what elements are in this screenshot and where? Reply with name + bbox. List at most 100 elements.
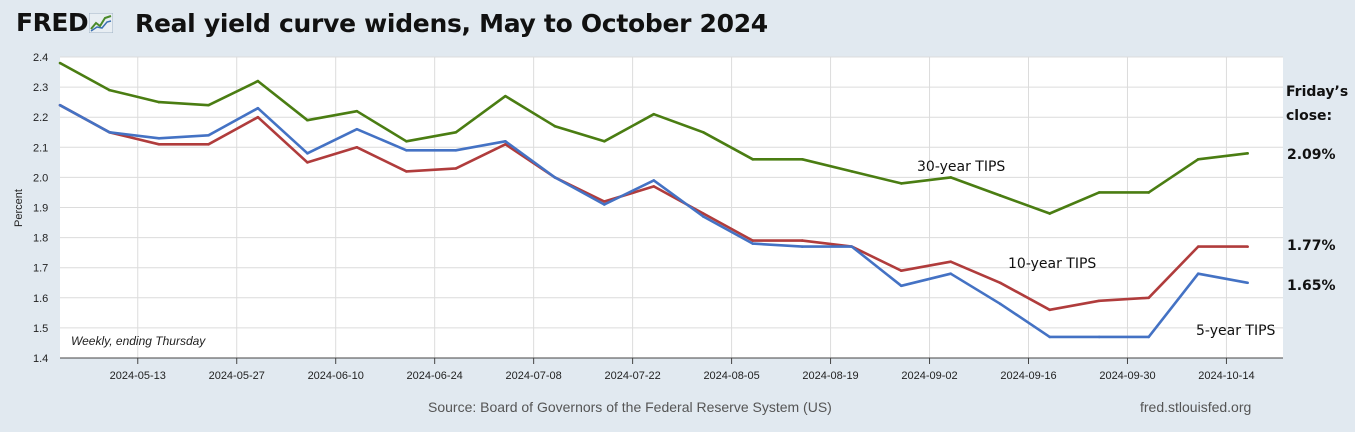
y-tick-label-2: 1.6	[33, 293, 48, 305]
fred-url-link[interactable]: fred.stlouisfed.org	[1140, 399, 1252, 415]
point-thirty-2	[157, 100, 161, 104]
point-thirty-15	[800, 158, 804, 161]
point-five-9	[504, 139, 507, 143]
close-heading-line1: Friday’s	[1286, 84, 1348, 100]
point-thirty-11	[603, 139, 606, 143]
source-note: Source: Board of Governors of the Federa…	[428, 399, 832, 415]
point-thirty-14	[751, 158, 755, 161]
y-tick-label-6: 2.0	[33, 172, 48, 184]
point-ten-20	[1048, 308, 1052, 312]
point-ten-4	[256, 115, 260, 119]
point-thirty-8	[454, 130, 458, 134]
point-ten-3	[207, 142, 210, 146]
point-five-1	[108, 130, 111, 134]
point-five-10	[553, 176, 557, 179]
point-thirty-21	[1097, 191, 1101, 194]
x-tick-label-0: 2024-05-13	[110, 370, 166, 382]
point-ten-2	[157, 142, 161, 146]
x-tick-label-6: 2024-08-05	[703, 370, 759, 382]
close-heading-line2: close:	[1286, 108, 1332, 124]
x-tick-label-2: 2024-06-10	[308, 370, 364, 382]
point-ten-19	[998, 281, 1002, 285]
x-tick-label-7: 2024-08-19	[802, 370, 858, 382]
fred-logo-text: FRED	[16, 8, 89, 37]
point-five-23	[1196, 272, 1200, 276]
point-thirty-19	[998, 194, 1002, 197]
point-thirty-0	[58, 61, 62, 65]
frequency-note: Weekly, ending Thursday	[71, 334, 206, 348]
point-ten-22	[1147, 296, 1150, 300]
point-five-11	[603, 203, 606, 206]
point-five-4	[256, 106, 260, 110]
point-five-18	[949, 272, 953, 276]
point-ten-7	[405, 170, 408, 173]
point-ten-9	[504, 142, 507, 146]
fred-graph-icon	[89, 12, 114, 33]
x-tick-label-4: 2024-07-08	[506, 370, 562, 382]
point-ten-11	[603, 200, 606, 203]
y-tick-label-5: 1.9	[33, 203, 48, 215]
point-five-7	[405, 149, 408, 152]
point-five-20	[1048, 335, 1052, 339]
y-tick-label-8: 2.2	[33, 112, 48, 124]
point-five-17	[899, 284, 903, 288]
point-thirty-13	[702, 130, 705, 134]
point-five-13	[702, 215, 705, 218]
point-ten-6	[355, 146, 359, 149]
x-tick-label-11: 2024-10-14	[1198, 370, 1254, 382]
x-tick-label-8: 2024-09-02	[901, 370, 957, 382]
point-thirty-6	[355, 109, 359, 113]
y-tick-label-9: 2.3	[33, 82, 48, 94]
y-tick-label-7: 2.1	[33, 142, 48, 154]
point-ten-24	[1246, 245, 1249, 248]
close-30-year: 2.09%	[1287, 147, 1336, 163]
y-tick-label-0: 1.4	[33, 353, 48, 365]
label-5-year: 5-year TIPS	[1196, 323, 1276, 339]
point-thirty-22	[1147, 191, 1150, 194]
point-five-3	[207, 133, 210, 137]
point-five-6	[355, 127, 359, 131]
y-tick-label-3: 1.7	[33, 263, 48, 275]
x-tick-label-10: 2024-09-30	[1099, 370, 1155, 382]
point-five-19	[998, 302, 1002, 306]
x-tick-label-9: 2024-09-16	[1000, 370, 1056, 382]
x-tick-label-1: 2024-05-27	[209, 370, 265, 382]
close-10-year: 1.77%	[1287, 238, 1336, 254]
point-thirty-23	[1196, 158, 1200, 161]
point-ten-17	[899, 269, 903, 273]
point-five-8	[454, 149, 458, 152]
fred-logo[interactable]: FRED	[16, 8, 114, 37]
point-five-15	[800, 245, 804, 248]
point-thirty-9	[504, 94, 507, 98]
point-five-21	[1097, 335, 1101, 339]
point-thirty-3	[207, 103, 210, 107]
point-ten-23	[1196, 245, 1200, 248]
point-ten-21	[1097, 299, 1101, 303]
label-10-year: 10-year TIPS	[1008, 256, 1096, 272]
point-five-24	[1246, 281, 1249, 285]
y-tick-label-1: 1.5	[33, 323, 48, 335]
point-five-2	[157, 136, 161, 140]
close-5-year: 1.65%	[1287, 278, 1336, 294]
point-five-12	[652, 179, 656, 182]
point-thirty-17	[899, 182, 903, 185]
point-thirty-18	[949, 176, 953, 179]
x-tick-label-3: 2024-06-24	[407, 370, 463, 382]
point-thirty-10	[553, 124, 557, 128]
point-five-16	[850, 245, 854, 248]
x-axis-ticks: 2024-05-13 2024-05-27 2024-06-10 2024-06-24…	[60, 357, 1283, 382]
point-five-22	[1147, 335, 1150, 339]
y-axis-label: Percent	[13, 189, 25, 227]
point-thirty-5	[306, 118, 309, 122]
point-ten-14	[751, 239, 755, 242]
point-thirty-20	[1048, 212, 1052, 215]
point-five-14	[751, 242, 755, 245]
point-five-5	[306, 152, 309, 155]
point-ten-12	[652, 185, 656, 188]
series-lines	[58, 61, 1249, 339]
point-thirty-4	[256, 79, 260, 83]
point-ten-13	[702, 212, 705, 215]
point-thirty-1	[108, 88, 111, 92]
point-ten-18	[949, 260, 953, 263]
